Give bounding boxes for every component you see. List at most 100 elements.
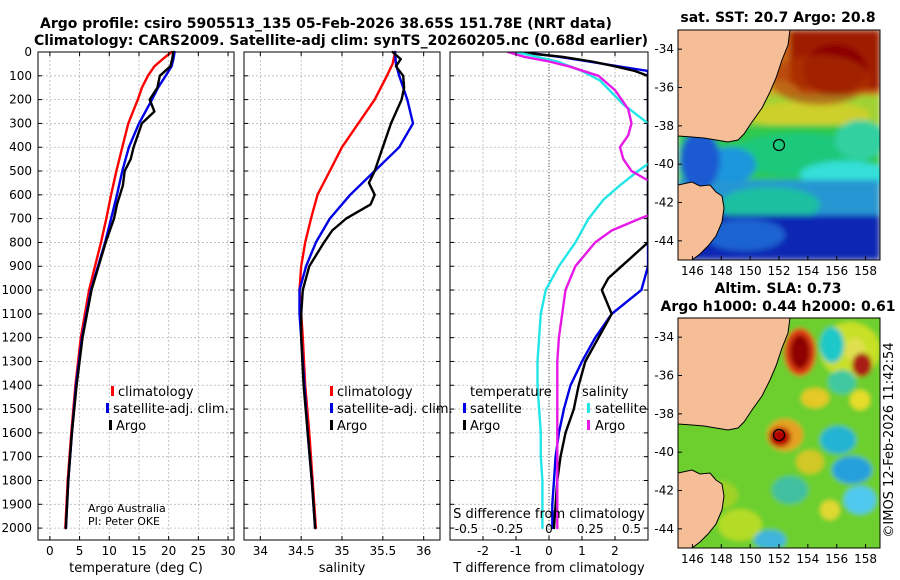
- y-tick-label: 500: [9, 164, 32, 178]
- x-tick-label: 0: [545, 544, 553, 558]
- legend-swatch-satellite: [330, 403, 333, 413]
- salinity-panel: 34 34.5 35 35.5 36 salinity: [243, 50, 441, 576]
- x-axis-label: T difference from climatology: [452, 561, 645, 576]
- series-group: [64, 50, 176, 530]
- x-tick-label: 10: [102, 544, 117, 558]
- series-line-argo: [64, 50, 175, 530]
- legend-label: Argo: [116, 419, 146, 434]
- map-y-tick-label: -40: [654, 157, 674, 171]
- credit-line2: PI: Peter OKE: [88, 515, 160, 528]
- map-x-tick-label: 156: [825, 552, 848, 566]
- top-tick-label: -0.5: [455, 522, 478, 536]
- temperature-panel: 0 5 10 15 20 25 300100200300400500600700800900…: [1, 45, 235, 576]
- plot-area: [38, 52, 234, 540]
- map-x-tick-label: 150: [739, 552, 762, 566]
- legend-swatch-temp-satellite: [463, 403, 466, 413]
- legend-label: satellite-adj. clim.: [337, 402, 453, 417]
- x-tick-label: 30: [220, 544, 235, 558]
- x-tick-label: 0: [46, 544, 54, 558]
- x-tick-label: 15: [131, 544, 146, 558]
- map-y-tick-label: -36: [654, 369, 674, 383]
- sla-map-title-line1: Altim. SLA: 0.73: [714, 281, 841, 297]
- x-tick-label: 25: [191, 544, 206, 558]
- legend-swatch-sal-satellite: [587, 403, 590, 413]
- y-tick-label: 700: [9, 212, 32, 226]
- legend-label: Argo: [470, 419, 500, 434]
- sla-map-ticks: 146 148 150 152 154 156 158 -34 -36 -38 -40 -42 -44: [654, 330, 877, 566]
- sla-map-title-line2: Argo h1000: 0.44 h2000: 0.61: [660, 299, 895, 315]
- map-x-tick-label: 146: [681, 552, 704, 566]
- x-tick-label: 35.5: [369, 544, 396, 558]
- y-tick-label: 1200: [1, 331, 32, 345]
- y-tick-label: 1500: [1, 402, 32, 416]
- map-x-tick-label: 158: [854, 264, 877, 278]
- y-tick-label: 300: [9, 116, 32, 130]
- y-tick-label: 1900: [1, 497, 32, 511]
- map-x-tick-label: 146: [681, 264, 704, 278]
- x-tick-label: -2: [477, 544, 489, 558]
- map-x-tick-label: 150: [739, 264, 762, 278]
- top-axis-label: S difference from climatology: [453, 507, 645, 522]
- legend-swatch-argo: [109, 420, 112, 430]
- legend-head-salinity: salinity: [582, 385, 629, 400]
- x-tick-label: 34.5: [288, 544, 315, 558]
- legend-swatch-climatology: [330, 386, 333, 396]
- top-tick-label: 0: [545, 522, 553, 536]
- y-tick-label: 800: [9, 235, 32, 249]
- legend-label: satellite-adj. clim.: [113, 402, 229, 417]
- profile-panels: 0 5 10 15 20 25 300100200300400500600700800900…: [1, 45, 649, 576]
- map-x-tick-label: 156: [825, 264, 848, 278]
- legend-label: climatology: [118, 385, 194, 400]
- legend-label: Argo: [595, 419, 625, 434]
- figure-title-line1: Argo profile: csiro 5905513_135 05-Feb-2…: [40, 16, 612, 32]
- top-tick-label: 0.25: [577, 522, 604, 536]
- series-line-salinity-argo: [506, 52, 648, 530]
- map-y-tick-label: -44: [654, 522, 674, 536]
- x-tick-label: 35: [334, 544, 349, 558]
- y-tick-label: 1400: [1, 378, 32, 392]
- map-y-tick-label: -44: [654, 234, 674, 248]
- x-tick-label: -1: [510, 544, 522, 558]
- temperature-legend: climatology satellite-adj. clim. Argo: [106, 385, 229, 434]
- legend-swatch-climatology: [111, 386, 114, 396]
- legend-swatch-argo: [330, 420, 333, 430]
- map-y-tick-label: -36: [654, 81, 674, 95]
- map-x-tick-label: 154: [796, 552, 819, 566]
- legend-swatch-sal-argo: [587, 420, 590, 430]
- x-tick-label: 20: [161, 544, 176, 558]
- top-tick-label: 0.5: [622, 522, 641, 536]
- legend-label: Argo: [337, 419, 367, 434]
- y-tick-label: 600: [9, 188, 32, 202]
- y-tick-label: 1700: [1, 450, 32, 464]
- map-x-tick-label: 148: [710, 552, 733, 566]
- plot-frame: [37, 51, 235, 541]
- x-tick-label: 34: [253, 544, 268, 558]
- series-line-argo: [300, 50, 406, 530]
- map-x-tick-label: 154: [796, 264, 819, 278]
- map-y-tick-label: -42: [654, 196, 674, 210]
- map-x-tick-label: 158: [854, 552, 877, 566]
- credit-line1: Argo Australia: [88, 502, 166, 515]
- y-tick-label: 900: [9, 259, 32, 273]
- map-y-tick-label: -34: [654, 42, 674, 56]
- legend-label: climatology: [337, 385, 413, 400]
- y-tick-label: 0: [24, 45, 32, 59]
- x-axis-label: salinity: [319, 561, 366, 576]
- legend-swatch-satellite: [106, 403, 109, 413]
- y-tick-label: 200: [9, 93, 32, 107]
- series-group: [298, 50, 415, 530]
- timestamp: ©IMOS 12-Feb-2026 11:42:54: [882, 342, 897, 537]
- map-x-tick-label: 152: [768, 264, 791, 278]
- sst-map: [678, 30, 880, 260]
- y-tick-label: 2000: [1, 521, 32, 535]
- x-tick-label: 36: [416, 544, 431, 558]
- y-tick-label: 1600: [1, 426, 32, 440]
- series-line-temperature-argo: [514, 52, 648, 530]
- sst-map-title: sat. SST: 20.7 Argo: 20.8: [680, 10, 875, 26]
- legend-label: satellite: [470, 402, 522, 417]
- map-x-tick-label: 148: [710, 264, 733, 278]
- sla-map: [678, 318, 880, 548]
- x-tick-label: 1: [578, 544, 586, 558]
- map-y-tick-label: -40: [654, 445, 674, 459]
- y-tick-label: 400: [9, 140, 32, 154]
